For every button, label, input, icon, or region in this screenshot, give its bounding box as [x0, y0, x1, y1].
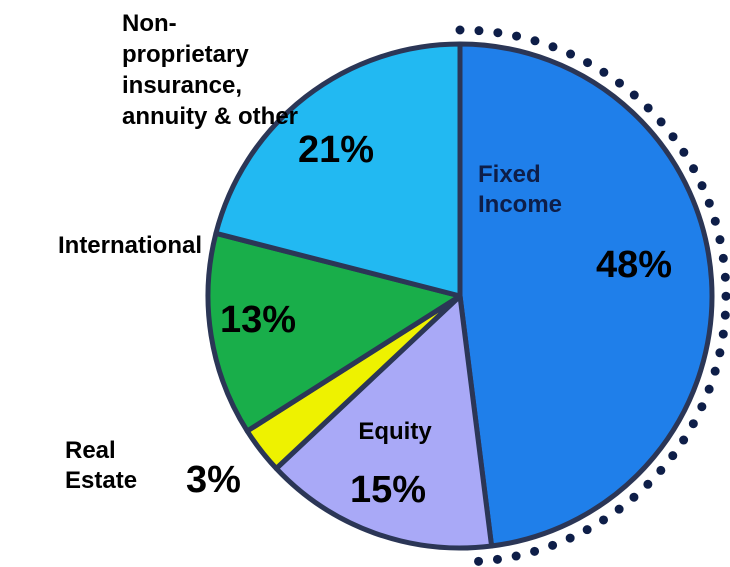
slice-label: Equity: [358, 418, 432, 445]
value-label: 13%: [220, 299, 297, 341]
slice-label: International: [57, 232, 202, 259]
pie-slice: [273, 293, 495, 551]
slice-label: Fixed Income: [478, 161, 563, 218]
value-label: 21%: [298, 129, 375, 171]
pie-slice: [457, 41, 715, 549]
highlight-dots: [455, 25, 730, 567]
pie-slice: [213, 41, 463, 299]
pie-slice: [205, 230, 463, 434]
value-label: 48%: [596, 244, 673, 286]
slice-label: Real Estate: [65, 437, 138, 494]
value-label: 3%: [186, 459, 241, 501]
value-label: 15%: [350, 469, 427, 511]
slice-label: Non-proprietary insurance, annuity & oth…: [122, 10, 299, 130]
